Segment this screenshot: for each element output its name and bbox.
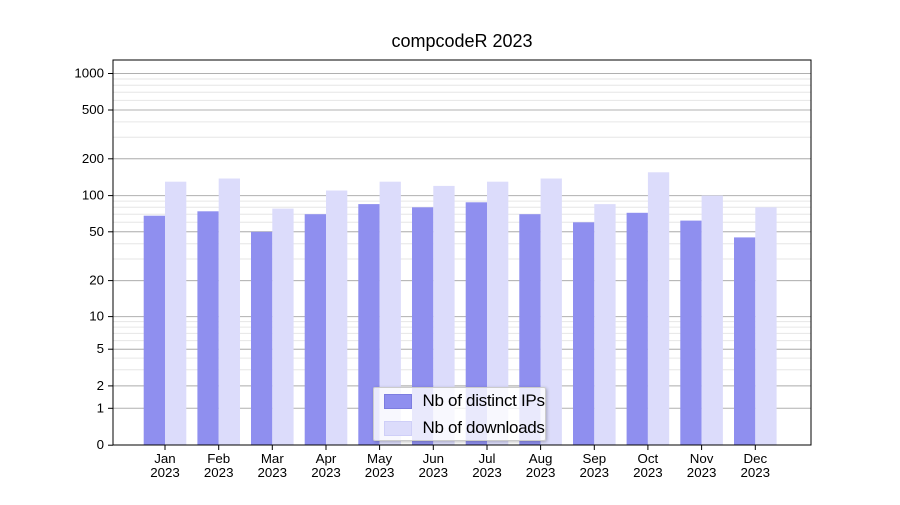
svg-text:Oct: Oct (638, 451, 659, 466)
svg-text:1000: 1000 (74, 66, 104, 81)
svg-text:0: 0 (97, 437, 104, 452)
svg-text:1: 1 (97, 400, 104, 415)
svg-text:2023: 2023 (150, 465, 180, 480)
svg-text:compcodeR 2023: compcodeR 2023 (391, 31, 532, 51)
svg-text:200: 200 (82, 151, 104, 166)
svg-text:2023: 2023 (741, 465, 771, 480)
svg-text:2023: 2023 (633, 465, 663, 480)
svg-text:2023: 2023 (687, 465, 717, 480)
svg-text:2023: 2023 (580, 465, 610, 480)
svg-text:2023: 2023 (258, 465, 288, 480)
svg-text:Aug: Aug (529, 451, 553, 466)
svg-text:10: 10 (89, 309, 104, 324)
svg-text:500: 500 (82, 102, 104, 117)
svg-text:Feb: Feb (207, 451, 230, 466)
svg-text:May: May (367, 451, 392, 466)
svg-text:50: 50 (89, 224, 104, 239)
svg-text:Nov: Nov (690, 451, 714, 466)
svg-text:Mar: Mar (261, 451, 284, 466)
svg-text:5: 5 (97, 341, 104, 356)
svg-text:Apr: Apr (316, 451, 337, 466)
svg-text:Sep: Sep (582, 451, 606, 466)
svg-text:Dec: Dec (743, 451, 767, 466)
svg-text:Jun: Jun (423, 451, 444, 466)
svg-text:100: 100 (82, 188, 104, 203)
svg-text:20: 20 (89, 273, 104, 288)
svg-text:2023: 2023 (472, 465, 502, 480)
svg-text:2: 2 (97, 378, 104, 393)
svg-text:Jul: Jul (479, 451, 496, 466)
svg-text:2023: 2023 (204, 465, 234, 480)
svg-text:Jan: Jan (154, 451, 175, 466)
svg-text:2023: 2023 (311, 465, 341, 480)
svg-text:2023: 2023 (419, 465, 449, 480)
svg-text:2023: 2023 (526, 465, 556, 480)
svg-text:2023: 2023 (365, 465, 395, 480)
